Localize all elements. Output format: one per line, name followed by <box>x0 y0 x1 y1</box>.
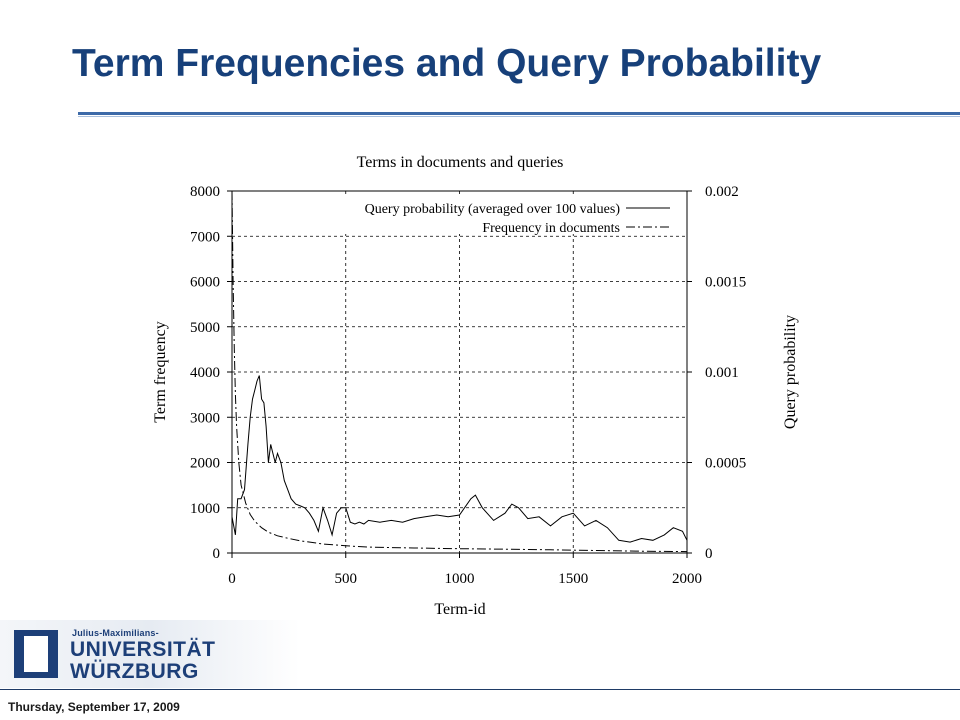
chart-title: Terms in documents and queries <box>357 154 564 171</box>
legend: Query probability (averaged over 100 val… <box>252 196 680 236</box>
y-left-tick-label: 2000 <box>190 456 220 472</box>
x-tick-label: 0 <box>228 571 236 587</box>
legend-label-frequency: Frequency in documents <box>482 221 620 236</box>
title-rule <box>78 112 960 115</box>
y-right-tick-label: 0.002 <box>705 184 739 200</box>
logo-small-text: Julius-Maximilians- <box>72 628 159 638</box>
legend-box <box>252 196 680 234</box>
x-tick-label: 500 <box>335 571 358 587</box>
series-line-1 <box>231 190 688 553</box>
y-right-tick-label: 0.0005 <box>705 456 746 472</box>
y-axis-left-label: Term frequency <box>152 321 169 423</box>
y-left-tick-label: 1000 <box>190 501 220 517</box>
y-left-tick-label: 8000 <box>190 184 220 200</box>
y-left-tick-label: 6000 <box>190 275 220 291</box>
y-right-tick-label: 0.0015 <box>705 275 746 291</box>
x-tick-label: 1000 <box>445 571 475 587</box>
slide-title: Term Frequencies and Query Probability <box>72 42 822 85</box>
tick-labels: 0 500 1000 1500 2000010002000300040005000600… <box>190 184 746 587</box>
x-axis-label: Term-id <box>434 601 485 618</box>
series-line-0 <box>231 375 688 543</box>
y-right-tick-label: 0.001 <box>705 365 739 381</box>
x-tick-label: 2000 <box>672 571 702 587</box>
logo-line2: WÜRZBURG <box>70 660 199 683</box>
university-emblem-icon <box>14 630 58 678</box>
y-left-tick-label: 7000 <box>190 229 220 245</box>
university-logo: Julius-Maximilians- UNIVERSITÄT WÜRZBURG <box>0 620 300 688</box>
y-left-tick-label: 4000 <box>190 365 220 381</box>
y-left-tick-label: 5000 <box>190 320 220 336</box>
chart-grid <box>227 190 692 558</box>
chart: 0 500 1000 1500 2000010002000300040005000600… <box>152 154 799 618</box>
footer-rule <box>0 689 960 690</box>
x-tick-label: 1500 <box>558 571 588 587</box>
y-left-tick-label: 3000 <box>190 410 220 426</box>
series-layer <box>231 190 688 553</box>
y-right-tick-label: 0 <box>705 546 713 562</box>
plot-frame <box>231 190 688 554</box>
title-rule-shadow <box>78 116 960 117</box>
y-axis-right-label: Query probability <box>782 315 799 429</box>
y-left-tick-label: 0 <box>213 546 221 562</box>
footer-date: Thursday, September 17, 2009 <box>8 700 180 714</box>
logo-line1: UNIVERSITÄT <box>70 638 216 661</box>
legend-label-query: Query probability (averaged over 100 val… <box>365 202 621 217</box>
